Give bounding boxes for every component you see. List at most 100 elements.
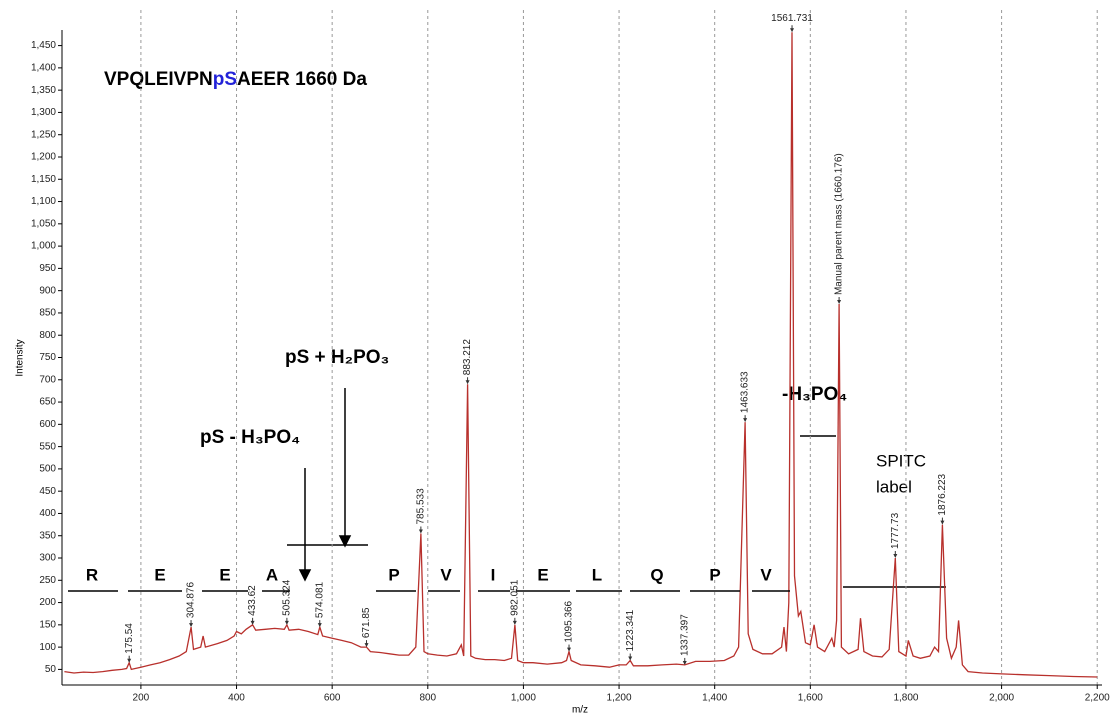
y-tick-label: 550: [39, 441, 56, 452]
y-tick-label: 800: [39, 330, 56, 341]
peak-marker-head: [837, 300, 842, 305]
y-tick-label: 200: [39, 597, 56, 608]
peak-marker-head: [628, 656, 633, 661]
x-tick-label: 1,000: [511, 693, 536, 704]
peak-label: Manual parent mass (1660.176): [834, 153, 845, 295]
annotation: SPITC: [876, 451, 926, 470]
y-tick-label: 1,000: [31, 241, 56, 252]
sequence-letter: A: [266, 565, 278, 584]
annotation: label: [876, 477, 912, 496]
peak-label: 1561.731: [771, 13, 813, 24]
peak-label: 883.212: [462, 339, 473, 376]
y-tick-label: 1,200: [31, 152, 56, 163]
sequence-letter: R: [86, 565, 98, 584]
y-tick-label: 300: [39, 553, 56, 564]
annotation-lines: [287, 388, 946, 588]
arrow-head: [298, 569, 312, 582]
y-tick-label: 400: [39, 508, 56, 519]
x-tick-label: 600: [324, 693, 341, 704]
y-tick-label: 1,250: [31, 129, 56, 140]
peak-marker-head: [940, 520, 945, 525]
x-tick-label: 1,800: [893, 693, 918, 704]
peak-label: 1463.633: [740, 371, 751, 413]
chart-title: VPQLEIVPNpSAEER 1660 Da: [104, 69, 367, 90]
peak-label: 304.876: [186, 581, 197, 618]
x-tick-label: 800: [419, 693, 436, 704]
annotation: -H₃PO₄: [782, 384, 847, 405]
y-tick-label: 900: [39, 285, 56, 296]
y-tick-label: 1,100: [31, 196, 56, 207]
y-tick-label: 850: [39, 308, 56, 319]
peak-label: 175.54: [124, 623, 135, 654]
sequence-letter: P: [709, 565, 720, 584]
peak-label: 982.051: [509, 579, 520, 616]
peak-marker-head: [418, 529, 423, 534]
y-tick-label: 450: [39, 486, 56, 497]
peak-marker-head: [284, 620, 289, 625]
x-tick-label: 2,000: [989, 693, 1014, 704]
y-tick-label: 100: [39, 642, 56, 653]
y-tick-label: 700: [39, 374, 56, 385]
sequence-letter: V: [440, 565, 452, 584]
peak-label: 671.85: [361, 607, 372, 638]
peak-marker-head: [893, 554, 898, 559]
peak-label: 785.533: [416, 488, 427, 525]
peak-marker-head: [364, 643, 369, 648]
arrow-head: [338, 535, 352, 548]
peak-label: 1223.341: [625, 609, 636, 651]
peak-marker-head: [127, 658, 132, 663]
x-tick-label: 2,200: [1085, 693, 1110, 704]
x-tick-label: 1,400: [702, 693, 727, 704]
sequence-letter: V: [760, 565, 772, 584]
x-tick-label: 200: [133, 693, 150, 704]
y-tick-label: 950: [39, 263, 56, 274]
y-tick-label: 600: [39, 419, 56, 430]
peak-label: 1095.366: [564, 600, 575, 642]
peak-marker-head: [512, 620, 517, 625]
title-part: VPQLEIVPN: [104, 69, 213, 90]
y-tick-label: 1,400: [31, 63, 56, 74]
y-tick-label: 1,300: [31, 107, 56, 118]
peak-label: 433.62: [247, 585, 258, 616]
peak-marker-head: [465, 380, 470, 385]
peak-marker-head: [682, 660, 687, 665]
y-tick-label: 750: [39, 352, 56, 363]
peak-label: 1876.223: [937, 473, 948, 515]
y-tick-label: 1,350: [31, 85, 56, 96]
y-tick-label: 650: [39, 397, 56, 408]
peak-label: 1777.73: [890, 512, 901, 549]
x-tick-label: 1,600: [798, 693, 823, 704]
sequence-letter: Q: [650, 565, 663, 584]
y-tick-label: 350: [39, 530, 56, 541]
y-tick-label: 1,150: [31, 174, 56, 185]
sequence-letter: I: [491, 565, 496, 584]
title-part: AEER 1660 Da: [237, 69, 367, 90]
y-tick-label: 1,450: [31, 40, 56, 51]
sequence-letter: L: [592, 565, 602, 584]
title-part: pS: [213, 69, 237, 90]
peak-marker-head: [189, 623, 194, 628]
x-tick-label: 1,200: [607, 693, 632, 704]
y-tick-label: 1,050: [31, 218, 56, 229]
peak-marker-head: [250, 620, 255, 625]
y-tick-label: 500: [39, 464, 56, 475]
peak-marker-head: [317, 623, 322, 628]
peak-marker-head: [790, 28, 795, 33]
y-tick-label: 50: [45, 664, 57, 675]
annotation: pS + H₂PO₃: [285, 347, 389, 368]
sequence-letter: E: [154, 565, 165, 584]
x-tick-label: 400: [228, 693, 245, 704]
peak-marker-head: [743, 418, 748, 423]
spectrum-line: [64, 32, 1098, 678]
y-tick-label: 150: [39, 619, 56, 630]
peak-label: 505.324: [282, 579, 293, 616]
x-axis-title: m/z: [572, 705, 588, 716]
sequence-letter: E: [537, 565, 548, 584]
sequence-letter: P: [388, 565, 399, 584]
peak-label: 574.081: [314, 581, 325, 618]
peak-marker-head: [567, 647, 572, 652]
y-tick-label: 250: [39, 575, 56, 586]
annotation: pS - H₃PO₄: [200, 427, 300, 448]
sequence-letter: E: [219, 565, 230, 584]
